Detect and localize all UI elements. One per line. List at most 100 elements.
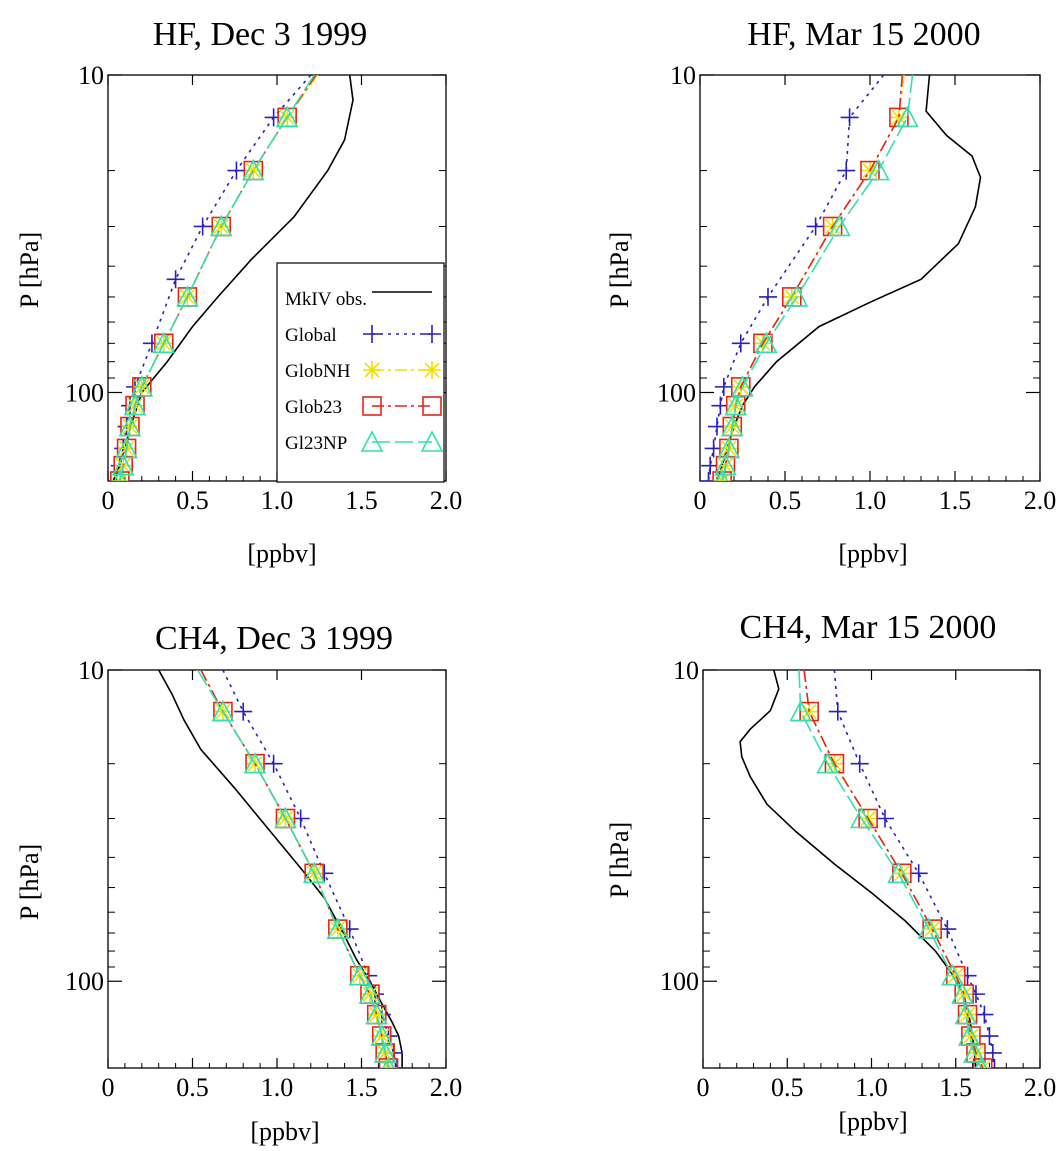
marker-gl23np	[867, 158, 890, 181]
panel-title: HF, Dec 3 1999	[153, 16, 367, 53]
marker-gl23np	[365, 1002, 389, 1025]
marker-gl23np	[887, 861, 910, 884]
legend-entry-global: Global	[285, 325, 441, 346]
marker-gl23np	[370, 1024, 394, 1046]
panel-title: CH4, Dec 3 1999	[155, 620, 393, 657]
marker-globnh	[961, 1027, 980, 1046]
y-tick-label: 100	[65, 967, 104, 996]
x-tick-label: 0	[694, 486, 707, 515]
series-layer	[700, 75, 982, 481]
marker-gl23np	[720, 414, 744, 437]
marker-gl23np	[373, 1041, 397, 1063]
series-layer	[739, 670, 1004, 1068]
x-tick-label: 2.0	[1024, 486, 1056, 515]
marker-global	[700, 472, 718, 481]
marker-gl23np	[717, 436, 741, 459]
marker-global	[806, 217, 825, 236]
x-axis-label: [ppbv]	[838, 1107, 907, 1136]
panel-title: HF, Mar 15 2000	[747, 16, 980, 53]
marker-gl23np	[113, 469, 126, 481]
series-line-global	[222, 670, 398, 1068]
marker-gl23np	[243, 751, 267, 774]
marker-gl23np	[941, 964, 964, 986]
x-tick-label: 0.5	[176, 486, 209, 515]
panel-ch4-mar-2000: CH4, Mar 15 2000 P [hPa] [ppbv] 0 0.5 1.0 1…	[605, 609, 1056, 1136]
marker-globnh	[923, 920, 942, 939]
marker-global	[909, 864, 928, 883]
series-line-gl23np	[798, 670, 982, 1068]
y-tick-label: 100	[660, 967, 699, 996]
marker-gl23np	[130, 375, 154, 397]
y-tick-label: 100	[657, 378, 696, 407]
y-tick-label: 10	[78, 656, 104, 685]
marker-gl23np	[816, 751, 840, 774]
x-tick-label: 0	[102, 1073, 115, 1102]
x-tick-label: 1.0	[261, 1073, 294, 1102]
marker-globnh	[892, 864, 911, 883]
marker-global	[264, 754, 283, 773]
marker-gl23np	[242, 158, 265, 181]
x-tick-label: 1.5	[345, 1073, 378, 1102]
legend-box	[276, 262, 445, 483]
marker-gl23np	[211, 699, 235, 722]
x-tick-label: 1.5	[345, 486, 378, 515]
marker-gl23np	[850, 806, 873, 829]
marker-globnh	[889, 108, 908, 127]
y-axis-label: P [hPa]	[605, 822, 634, 898]
marker-globnh	[360, 985, 379, 1004]
legend-entry-glob23: Glob23	[285, 396, 442, 418]
marker-gl23np	[274, 806, 297, 829]
x-tick-label: 2.0	[430, 486, 463, 515]
marker-gl23np	[209, 214, 233, 237]
marker-gl23np	[382, 1056, 395, 1068]
series-line-gl23np	[119, 75, 315, 481]
marker-global	[193, 217, 212, 236]
marker-gl23np	[302, 861, 326, 884]
x-axis-label: [ppbv]	[838, 539, 907, 568]
marker-gl23np	[358, 982, 382, 1004]
marker-gl23np	[123, 393, 147, 416]
series-line-globnh	[721, 75, 905, 481]
legend-entry-globnh: GlobNH	[285, 361, 441, 382]
marker-globnh	[244, 161, 263, 180]
x-tick-label: 1.5	[940, 1073, 973, 1102]
series-layer	[157, 670, 406, 1068]
legend-label: Gl23NP	[285, 433, 347, 454]
marker-gl23np	[118, 414, 142, 437]
legend-marker	[423, 325, 441, 343]
marker-gl23np	[731, 375, 754, 397]
x-tick-label: 2.0	[430, 1073, 463, 1102]
x-tick-label: 0	[697, 1073, 710, 1102]
legend-label: MkIV obs.	[285, 289, 367, 310]
marker-gl23np	[348, 964, 372, 986]
series-line-mkiv	[157, 670, 403, 1068]
plot-frame	[702, 669, 1041, 1069]
legend-marker	[363, 361, 381, 379]
legend-entry-mkiv: MkIV obs.	[285, 289, 432, 310]
x-tick-label: 1.0	[261, 486, 294, 515]
x-tick-label: 2.0	[1024, 1073, 1056, 1102]
marker-global	[227, 161, 246, 180]
marker-gl23np	[962, 1041, 986, 1063]
panel-hf-mar-2000: HF, Mar 15 2000 P [hPa] [ppbv] 0 0.5 1.0 1.…	[605, 16, 1056, 568]
x-tick-label: 0.5	[769, 486, 802, 515]
legend: MkIV obs. Global GlobNH Glob23 Gl23NP	[276, 262, 445, 483]
legend-label: Global	[285, 325, 337, 346]
marker-global	[985, 1059, 1004, 1068]
marker-gl23np	[715, 469, 729, 481]
x-axis-label: [ppbv]	[247, 539, 316, 568]
marker-globnh	[955, 985, 974, 1004]
marker-global	[714, 377, 733, 396]
marker-gl23np	[951, 982, 974, 1004]
legend-marker	[362, 396, 382, 416]
marker-global	[828, 702, 847, 721]
legend-marker	[422, 396, 442, 416]
x-tick-label: 1.0	[855, 1073, 888, 1102]
legend-marker	[420, 430, 444, 452]
x-tick-label: 0.5	[771, 1073, 804, 1102]
panel-hf-dec-1999: HF, Dec 3 1999 P [hPa] [ppbv] 0 0.5 1.0 1.5…	[15, 16, 462, 568]
plot-frame	[699, 74, 1041, 482]
marker-gl23np	[917, 917, 941, 939]
marker-global	[840, 108, 859, 127]
